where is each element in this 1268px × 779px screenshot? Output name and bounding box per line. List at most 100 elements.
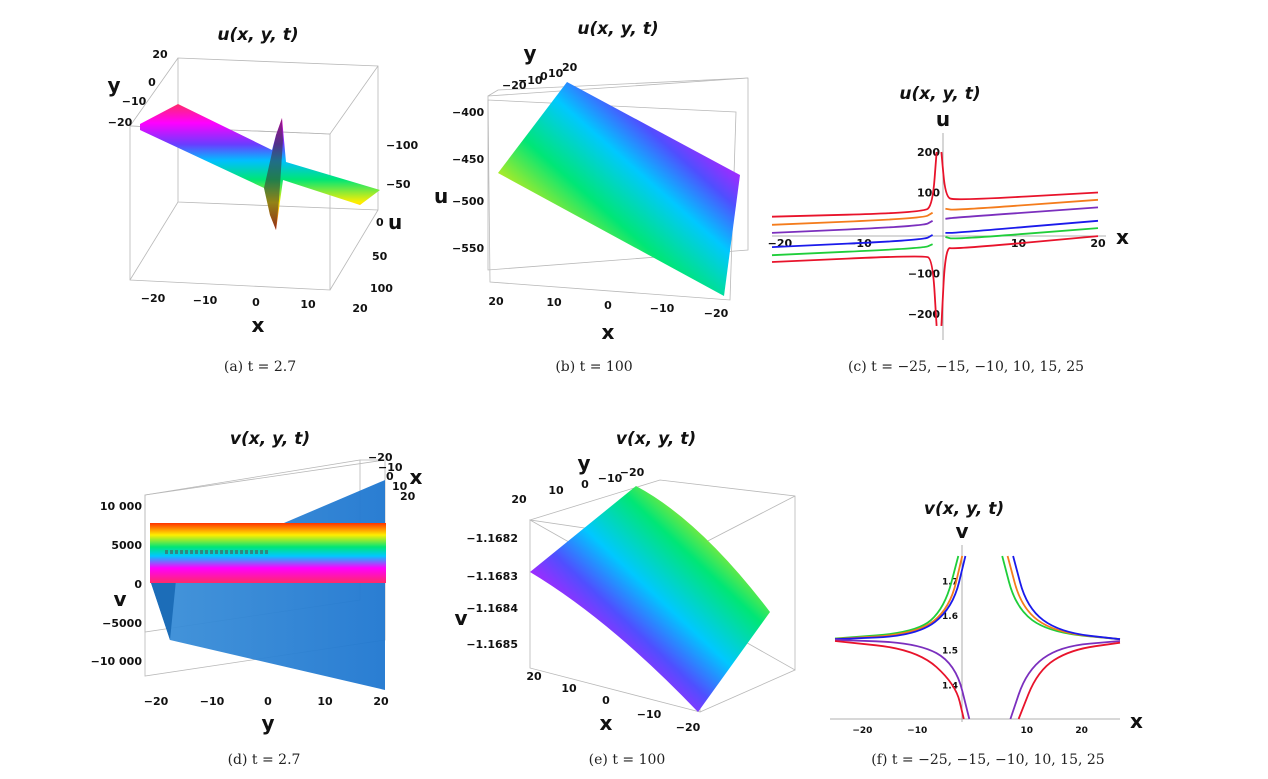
panel-a-spike (264, 118, 283, 230)
panel-a-zlabel: u (388, 210, 402, 234)
panel-d-zlabel: v (113, 587, 126, 611)
panel-a-ztick: 0 (376, 216, 384, 229)
panel-d-title: v(x, y, t) (230, 429, 310, 449)
panel-e-xlabel: x (600, 711, 613, 735)
panel-d-xtick: −20 (368, 451, 393, 464)
y-tick-label: 100 (917, 186, 940, 199)
panel-d-ytick: 0 (264, 695, 272, 708)
panel-b: u(x, y, t) −20 −10 0 10 20 y −400 −450 −… (434, 19, 749, 375)
x-tick-label: 10 (1021, 726, 1034, 736)
panel-d-xtick: 10 (392, 480, 408, 493)
panel-b-xlabel: x (602, 320, 615, 344)
panel-e: v(x, y, t) 20 10 0 −10 −20 y −1.1682 −1.… (454, 429, 796, 768)
panel-e-xtick: −20 (676, 721, 701, 734)
panel-d-ztick: −10 000 (91, 655, 143, 668)
panel-b-title: u(x, y, t) (577, 19, 658, 39)
series-line (834, 555, 967, 641)
panel-d-xtick: 20 (400, 490, 416, 503)
series-line (834, 640, 965, 720)
panel-e-zlabel: v (454, 606, 467, 630)
panel-d-ztick: −5000 (102, 617, 142, 630)
panel-f-lines (834, 555, 1121, 720)
panel-c-ylabel: u (936, 107, 950, 131)
panel-e-caption: (e) t = 100 (589, 752, 666, 768)
panel-f-ylabel: v (955, 519, 968, 543)
panel-e-title: v(x, y, t) (616, 429, 696, 449)
series-line (771, 243, 933, 257)
panel-a-caption: (a) t = 2.7 (224, 359, 296, 375)
panel-f: v(x, y, t) v x −20 −10 10 20 1.7 1.6 1.5 1.4 (f… (830, 499, 1143, 768)
y-tick-label: −200 (908, 308, 941, 321)
series-line (940, 235, 1099, 326)
panel-b-ztick: −400 (452, 106, 485, 119)
panel-b-surface (498, 82, 740, 296)
panel-b-ytick: 20 (562, 61, 578, 74)
y-tick-label: −100 (908, 267, 941, 280)
panel-d-ytick: 20 (373, 695, 389, 708)
panel-e-xtick: −10 (637, 708, 662, 721)
panel-d-ylabel: y (261, 711, 274, 735)
panel-b-xtick: 20 (488, 295, 504, 308)
panel-e-ytick: 20 (511, 493, 527, 506)
panel-a: u(x, y, t) −20 −10 0 10 20 x 20 0 −10 −2… (107, 25, 418, 375)
panel-d-xlabel: x (410, 465, 423, 489)
panel-a-xtick: 0 (252, 296, 260, 309)
y-tick-label: 1.6 (942, 612, 958, 622)
panel-b-xtick: −10 (650, 302, 675, 315)
series-line (771, 220, 934, 234)
panel-a-ztick: 100 (370, 282, 393, 295)
panel-b-back-box (487, 77, 749, 271)
panel-a-ytick: −20 (108, 116, 133, 129)
panel-e-ytick: 0 (581, 478, 589, 491)
panel-c-xlabel: x (1116, 225, 1129, 249)
series-line (834, 639, 971, 720)
panel-a-xtick: −10 (193, 294, 218, 307)
x-tick-label: −20 (768, 237, 793, 250)
panel-a-xtick: 20 (352, 302, 368, 315)
y-tick-label: 200 (917, 146, 940, 159)
panel-a-xtick: 10 (300, 298, 316, 311)
panel-b-ytick: −20 (502, 79, 527, 92)
series-line (771, 151, 938, 218)
panel-d-ytick: −10 (200, 695, 225, 708)
panel-b-xtick: −20 (704, 307, 729, 320)
panel-e-ytick: −20 (620, 466, 645, 479)
panel-c-title: u(x, y, t) (899, 84, 980, 104)
series-line (1017, 641, 1121, 720)
panel-d-ytick: −20 (144, 695, 169, 708)
panel-b-caption: (b) t = 100 (555, 359, 632, 375)
panel-b-ytick: −10 (518, 74, 543, 87)
series-line (1009, 640, 1121, 720)
series-line (945, 206, 1099, 220)
x-tick-label: 20 (1090, 237, 1106, 250)
series-line (945, 198, 1099, 211)
series-line (1001, 555, 1121, 641)
panel-e-xtick: 0 (602, 694, 610, 707)
panel-e-ztick: −1.1683 (466, 570, 518, 583)
series-line (1006, 555, 1121, 641)
panel-a-ztick: −100 (386, 139, 419, 152)
panel-a-xlabel: x (252, 313, 265, 337)
y-tick-label: 1.4 (942, 681, 958, 691)
panel-a-ytick: −10 (122, 95, 147, 108)
panel-e-ztick: −1.1684 (466, 602, 518, 615)
panel-c-caption: (c) t = −25, −15, −10, 10, 15, 25 (848, 359, 1084, 375)
panel-a-ztick: 50 (372, 250, 388, 263)
panel-a-xtick: −20 (141, 292, 166, 305)
panel-b-ztick: −500 (452, 195, 485, 208)
panel-e-ztick: −1.1682 (466, 532, 518, 545)
panel-a-ylabel: y (107, 73, 120, 97)
panel-a-ytick: 0 (148, 76, 156, 89)
panel-f-xlabel: x (1130, 709, 1143, 733)
panel-e-xtick: 20 (526, 670, 542, 683)
series-line (771, 255, 938, 326)
panel-a-ytick: 20 (152, 48, 168, 61)
panel-e-xtick: 10 (561, 682, 577, 695)
panel-a-surface (140, 104, 380, 230)
series-line (1012, 555, 1121, 641)
panel-b-ztick: −550 (452, 242, 485, 255)
panel-d-ramp (150, 480, 385, 690)
panel-d-ztick: 5000 (111, 539, 142, 552)
panel-d-xtick: −10 (378, 461, 403, 474)
panel-d-caption: (d) t = 2.7 (228, 752, 301, 768)
